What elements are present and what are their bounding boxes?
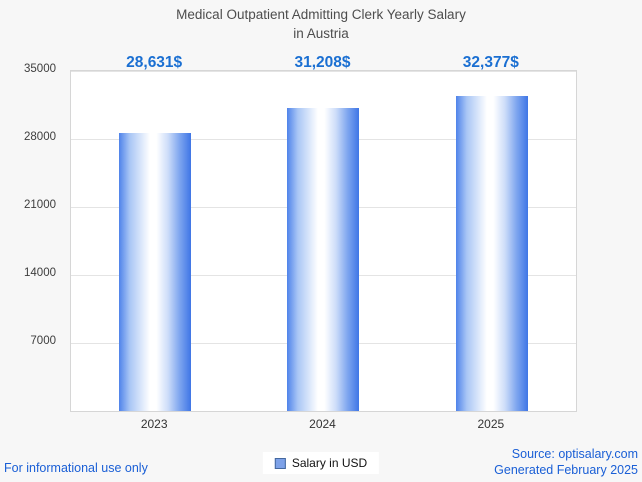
bar-2024 <box>287 108 360 411</box>
x-tick-2023: 2023 <box>140 417 168 431</box>
bar-2025 <box>455 96 528 411</box>
source-link[interactable]: Source: optisalary.com <box>511 446 638 461</box>
legend: Salary in USD <box>262 452 380 474</box>
disclaimer-text: For informational use only <box>4 461 148 475</box>
gridline <box>71 71 576 72</box>
footer-source-block: Source: optisalary.com Generated Februar… <box>494 446 638 479</box>
x-axis: 2023 2024 2025 <box>70 417 575 431</box>
bar-column <box>408 71 576 411</box>
y-axis: 7000 14000 21000 28000 35000 <box>0 63 64 410</box>
legend-swatch-icon <box>274 457 286 469</box>
chart-title-line1: Medical Outpatient Admitting Clerk Yearl… <box>176 7 466 22</box>
x-tick-2025: 2025 <box>477 417 505 431</box>
chart-title: Medical Outpatient Admitting Clerk Yearl… <box>0 6 642 44</box>
chart-title-line2: in Austria <box>293 25 349 41</box>
bar-column <box>239 71 407 411</box>
x-tick-2024: 2024 <box>309 417 336 431</box>
y-tick-label: 21000 <box>24 199 56 211</box>
y-tick-label: 7000 <box>30 335 56 347</box>
value-label-2025: 32,377$ <box>462 54 519 71</box>
generated-date: Generated February 2025 <box>494 462 638 477</box>
y-tick-label: 28000 <box>24 131 56 143</box>
value-label-2023: 28,631$ <box>126 54 183 71</box>
bar-value-labels: 28,631$ 31,208$ 32,377$ <box>70 54 575 72</box>
y-tick-label: 35000 <box>24 63 56 75</box>
plot-area <box>70 70 577 412</box>
y-tick-label: 14000 <box>24 267 56 279</box>
bar-column <box>71 71 239 411</box>
bar-2023 <box>119 133 192 411</box>
value-label-2024: 31,208$ <box>294 54 351 71</box>
legend-label: Salary in USD <box>291 456 368 470</box>
bars <box>71 71 576 411</box>
